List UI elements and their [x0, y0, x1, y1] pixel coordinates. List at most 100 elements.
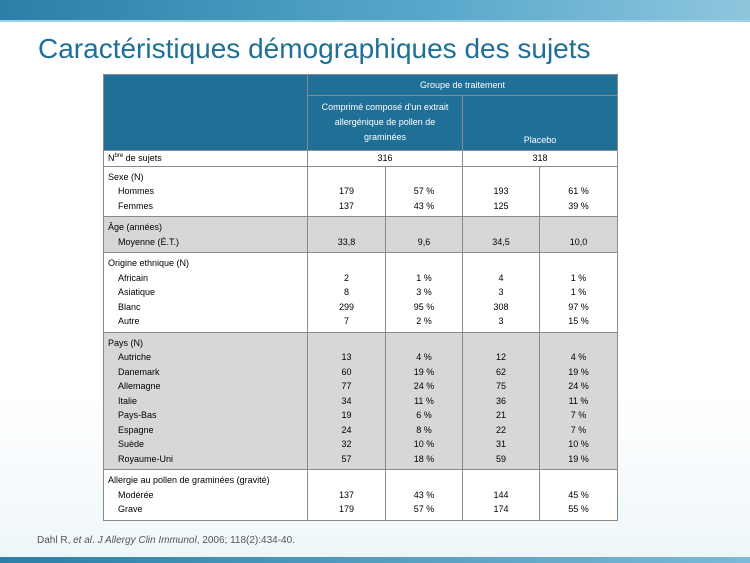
placebo-pct-cell: 45 % 55 % [539, 469, 618, 521]
spacer [390, 473, 458, 488]
treatment-n: 2 [343, 272, 349, 283]
placebo-n-cell: 4 3 308 3 [462, 252, 540, 333]
section-header: Pays (N) [108, 337, 144, 348]
row-label: Pays-Bas [118, 410, 157, 420]
n-subjects-label: Nbre de sujets [103, 150, 308, 167]
treatment-n: 13 [341, 352, 352, 362]
row-label: Femmes [118, 200, 154, 211]
placebo-pct: 97 % [568, 301, 589, 312]
page-title: Caractéristiques démographiques des suje… [38, 33, 591, 64]
spacer [544, 256, 613, 271]
placebo-n: 144 [493, 489, 509, 500]
placebo-pct: 45 % [568, 489, 589, 500]
treatment-n: 34 [341, 395, 352, 406]
row-label: Asiatique [118, 287, 156, 297]
placebo-pct: 1 % [570, 272, 587, 283]
treatment-pct: 57 % [413, 504, 435, 514]
top-banner-line [0, 20, 750, 22]
row-label: Italie [118, 395, 138, 406]
placebo-n: 3 [498, 287, 504, 297]
row-label: Autriche [118, 352, 152, 362]
row-label: Africain [118, 272, 149, 283]
placebo-pct: 1 % [570, 287, 587, 297]
placebo-pct: 19 % [568, 453, 589, 464]
row-label: Autre [118, 316, 140, 326]
placebo-n: 174 [493, 504, 509, 514]
treatment-n: 57 [341, 453, 352, 464]
spacer [312, 256, 381, 271]
placebo-pct: 10,0 [569, 236, 588, 247]
placebo-n: 3 [498, 316, 504, 326]
table-section: Allergie au pollen de graminées (gravité… [103, 469, 618, 521]
demographics-table: Groupe de traitement Comprimé composé d'… [103, 74, 618, 521]
bottom-banner [0, 557, 750, 563]
section-header: Âge (années) [108, 222, 163, 232]
column-header-row: Comprimé composé d'un extrait allergéniq… [103, 95, 618, 151]
placebo-n: 75 [495, 381, 506, 391]
treatment-n-cell: 179 137 [307, 165, 386, 217]
placebo-pct-cell: 61 % 39 % [539, 165, 618, 217]
placebo-n-cell: 144 174 [462, 469, 540, 521]
placebo-pct: 24 % [568, 381, 589, 391]
table-section: Sexe (N) Hommes Femmes 179 137 57 % 43 % 193… [103, 165, 618, 217]
spacer [390, 336, 458, 351]
table-section: Pays (N) Autriche Danemark Allemagne Italie P… [103, 331, 618, 470]
col-treatment-header: Comprimé composé d'un extrait allergéniq… [307, 95, 463, 151]
treatment-pct: 9,6 [417, 236, 431, 247]
n-subjects-row: Nbre de sujets 316 318 [103, 150, 618, 167]
treatment-pct: 43 % [413, 200, 435, 211]
placebo-n: 59 [495, 453, 506, 464]
row-label: Danemark [118, 366, 160, 377]
placebo-n: 12 [495, 352, 506, 362]
section-label-cell: Sexe (N) Hommes Femmes [103, 165, 308, 217]
treatment-pct: 24 % [413, 381, 435, 391]
row-label: Espagne [118, 424, 154, 435]
spacer [544, 336, 613, 351]
placebo-n: 4 [498, 272, 504, 283]
treatment-pct-cell: 4 % 19 % 24 % 11 % 6 % 8 % 10 % 18 % [385, 331, 463, 470]
treatment-n-cell: 137 179 [307, 469, 386, 521]
placebo-n: 62 [495, 366, 506, 377]
placebo-n: 31 [495, 439, 506, 449]
treatment-pct-cell: 57 % 43 % [385, 165, 463, 217]
treatment-n: 8 [343, 287, 349, 297]
placebo-pct-cell: 10,0 [539, 216, 618, 253]
section-header: Allergie au pollen de graminées (gravité… [108, 475, 270, 485]
treatment-pct: 1 % [416, 272, 432, 283]
placebo-pct: 19 % [568, 366, 589, 377]
spacer [467, 336, 535, 351]
treatment-n: 299 [338, 301, 355, 312]
placebo-pct: 7 % [570, 410, 587, 420]
spacer [467, 220, 535, 235]
treatment-pct: 3 % [416, 287, 432, 297]
section-label-cell: Âge (années) Moyenne (É.T.) [103, 216, 308, 253]
spacer [312, 170, 381, 185]
spacer [390, 170, 458, 185]
placebo-pct: 15 % [568, 316, 589, 326]
placebo-n-cell: 34,5 [462, 216, 540, 253]
placebo-pct: 61 % [568, 186, 589, 196]
treatment-n: 60 [341, 366, 352, 377]
section-label-cell: Origine ethnique (N) Africain Asiatique Bla… [103, 252, 308, 333]
header-blank-cell [103, 74, 308, 151]
spacer [544, 473, 613, 488]
group-header: Groupe de traitement [307, 74, 618, 96]
placebo-n: 193 [493, 186, 509, 196]
treatment-pct: 2 % [416, 316, 432, 326]
placebo-pct: 7 % [570, 424, 587, 435]
row-label: Modérée [118, 489, 154, 500]
treatment-pct: 11 % [414, 395, 434, 406]
spacer [312, 473, 381, 488]
placebo-n: 125 [493, 200, 509, 211]
spacer [544, 170, 613, 185]
n-placebo: 318 [462, 150, 618, 167]
row-label: Hommes [118, 186, 155, 196]
placebo-n: 22 [495, 424, 506, 435]
treatment-pct: 10 % [413, 439, 435, 449]
placebo-pct-cell: 4 % 19 % 24 % 11 % 7 % 7 % 10 % 19 % [539, 331, 618, 470]
table-section: Origine ethnique (N) Africain Asiatique Bla… [103, 252, 618, 333]
treatment-n-cell: 2 8 299 7 [307, 252, 386, 333]
treatment-pct-cell: 1 % 3 % 95 % 2 % [385, 252, 463, 333]
citation: Dahl R, et al. J Allergy Clin Immunol, 2… [37, 535, 295, 546]
placebo-pct: 39 % [568, 200, 589, 211]
